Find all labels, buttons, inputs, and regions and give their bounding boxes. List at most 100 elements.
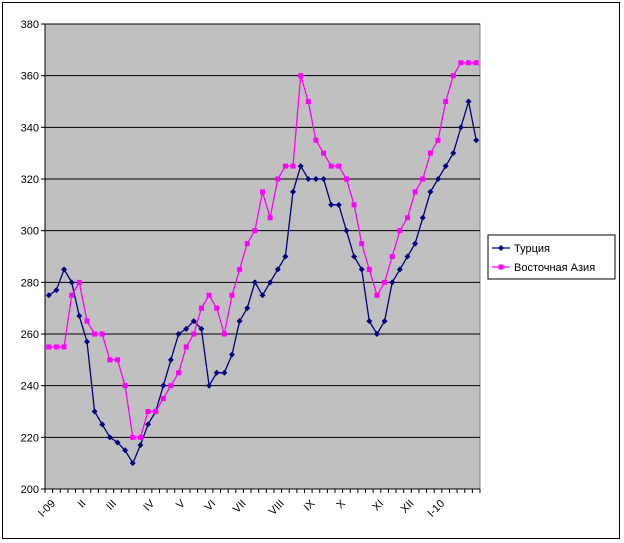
data-point bbox=[69, 292, 75, 298]
x-tick-label: XI bbox=[370, 498, 386, 514]
data-point bbox=[229, 292, 235, 298]
data-point bbox=[458, 60, 464, 66]
legend: Турция Восточная Азия bbox=[487, 234, 616, 280]
data-point bbox=[45, 292, 52, 299]
x-tick-label: IV bbox=[141, 497, 157, 513]
data-point bbox=[427, 188, 434, 195]
data-point bbox=[228, 351, 235, 358]
data-point bbox=[343, 227, 350, 234]
x-tick-label: V bbox=[174, 497, 188, 511]
y-axis: 200 220 240 260 280 300 320 340 360 380 bbox=[21, 19, 46, 496]
data-point bbox=[137, 434, 143, 440]
data-point bbox=[160, 396, 166, 402]
data-point bbox=[198, 325, 205, 332]
data-point bbox=[396, 266, 403, 273]
data-point bbox=[137, 442, 144, 449]
x-tick-label: VI bbox=[202, 498, 218, 514]
data-point bbox=[53, 344, 59, 350]
legend-marker-east-asia bbox=[498, 264, 504, 270]
data-point bbox=[412, 240, 419, 247]
data-point bbox=[53, 287, 60, 294]
data-point bbox=[106, 434, 113, 441]
data-point bbox=[366, 266, 372, 272]
data-point bbox=[420, 176, 426, 182]
data-point bbox=[259, 292, 266, 299]
data-point bbox=[366, 318, 373, 325]
data-point bbox=[305, 99, 311, 104]
data-point bbox=[282, 163, 288, 169]
data-point bbox=[405, 215, 410, 221]
data-point bbox=[328, 201, 335, 208]
x-tick-label: IX bbox=[302, 497, 318, 513]
data-point bbox=[274, 266, 281, 273]
data-point bbox=[359, 241, 365, 247]
x-tick-label: I-09 bbox=[36, 498, 58, 520]
data-point bbox=[427, 150, 433, 156]
chart-frame: 200 220 240 260 280 300 320 340 360 380 I-09 II III… bbox=[2, 2, 620, 539]
data-point bbox=[267, 215, 273, 221]
data-point bbox=[267, 279, 274, 286]
data-point bbox=[397, 228, 403, 234]
data-point bbox=[336, 163, 342, 169]
data-point bbox=[167, 356, 174, 363]
data-point bbox=[91, 408, 98, 415]
data-point bbox=[236, 318, 243, 325]
data-point bbox=[450, 73, 456, 79]
legend-label-east-asia: Восточная Азия bbox=[514, 262, 595, 274]
data-point bbox=[473, 60, 479, 66]
data-point bbox=[129, 460, 136, 467]
data-point bbox=[61, 266, 68, 273]
data-point bbox=[252, 228, 258, 234]
data-point bbox=[183, 325, 190, 332]
data-point bbox=[381, 318, 388, 325]
legend-label-turkey: Турция bbox=[514, 243, 550, 255]
data-point bbox=[442, 163, 449, 170]
data-point bbox=[213, 369, 220, 376]
data-point bbox=[99, 331, 105, 337]
y-tick-label: 240 bbox=[21, 381, 39, 393]
data-point bbox=[214, 305, 220, 311]
data-point bbox=[130, 434, 136, 440]
data-point bbox=[153, 409, 159, 414]
data-point bbox=[335, 201, 342, 208]
data-point bbox=[145, 409, 151, 414]
data-point bbox=[351, 253, 358, 260]
series-layer bbox=[45, 60, 480, 467]
data-point bbox=[46, 344, 52, 350]
data-point bbox=[457, 124, 464, 131]
plot-area bbox=[44, 23, 481, 490]
data-point bbox=[92, 331, 98, 337]
data-point bbox=[84, 318, 90, 324]
legend-box bbox=[487, 234, 616, 280]
y-tick-label: 320 bbox=[21, 174, 39, 186]
data-point bbox=[221, 369, 228, 376]
y-tick-label: 200 bbox=[21, 484, 39, 496]
data-point bbox=[237, 266, 243, 272]
y-tick-label: 300 bbox=[21, 226, 39, 238]
data-point bbox=[450, 150, 457, 157]
data-point bbox=[275, 176, 281, 182]
data-point bbox=[83, 338, 90, 345]
data-point bbox=[313, 137, 319, 143]
gridlines bbox=[45, 23, 480, 438]
data-point bbox=[320, 176, 327, 182]
legend-marker-turkey bbox=[498, 245, 504, 251]
data-point bbox=[312, 176, 319, 182]
data-point bbox=[290, 163, 296, 169]
x-tick-label: III bbox=[104, 498, 119, 513]
data-point bbox=[260, 189, 265, 195]
data-point bbox=[76, 279, 82, 285]
data-point bbox=[160, 382, 167, 389]
data-point bbox=[114, 439, 121, 446]
data-point bbox=[351, 202, 357, 208]
data-point bbox=[198, 305, 204, 311]
data-point bbox=[115, 357, 120, 363]
data-point bbox=[190, 318, 197, 325]
data-point bbox=[206, 292, 212, 298]
data-point bbox=[290, 188, 297, 195]
data-point bbox=[358, 266, 365, 273]
data-point bbox=[176, 370, 182, 376]
data-point bbox=[61, 344, 67, 350]
data-point bbox=[206, 382, 213, 389]
